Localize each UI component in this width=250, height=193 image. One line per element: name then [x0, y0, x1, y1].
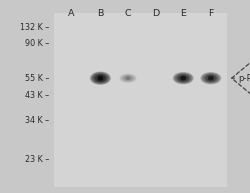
Ellipse shape: [90, 72, 110, 84]
Ellipse shape: [125, 76, 130, 80]
Ellipse shape: [201, 73, 219, 84]
Ellipse shape: [175, 74, 190, 83]
Ellipse shape: [90, 71, 111, 85]
Ellipse shape: [202, 73, 218, 83]
Ellipse shape: [93, 74, 107, 83]
Ellipse shape: [123, 75, 132, 81]
Ellipse shape: [97, 76, 103, 81]
Ellipse shape: [177, 74, 188, 82]
Ellipse shape: [172, 72, 193, 84]
Ellipse shape: [92, 73, 108, 84]
Ellipse shape: [173, 72, 192, 84]
FancyBboxPatch shape: [54, 13, 226, 187]
Ellipse shape: [200, 72, 220, 84]
Text: 23 K –: 23 K –: [24, 155, 49, 164]
Ellipse shape: [91, 72, 109, 84]
Ellipse shape: [207, 76, 213, 80]
Ellipse shape: [92, 73, 108, 83]
Ellipse shape: [92, 73, 108, 83]
Ellipse shape: [200, 72, 221, 85]
Text: 132 K –: 132 K –: [20, 24, 49, 32]
Text: A: A: [68, 9, 74, 18]
Text: B: B: [97, 9, 103, 18]
Ellipse shape: [174, 73, 191, 83]
Ellipse shape: [90, 72, 110, 85]
Ellipse shape: [202, 74, 218, 83]
Ellipse shape: [180, 76, 186, 80]
Text: D: D: [152, 9, 158, 18]
Ellipse shape: [175, 74, 190, 83]
Text: 90 K –: 90 K –: [24, 39, 49, 48]
Text: 55 K –: 55 K –: [24, 74, 49, 83]
Ellipse shape: [202, 73, 218, 83]
Ellipse shape: [173, 73, 192, 84]
Ellipse shape: [200, 73, 220, 84]
Text: C: C: [124, 9, 131, 18]
Text: p-PTEN: p-PTEN: [238, 74, 250, 83]
Ellipse shape: [94, 74, 106, 82]
Ellipse shape: [90, 72, 110, 84]
Ellipse shape: [174, 73, 192, 84]
Ellipse shape: [174, 73, 191, 83]
FancyArrowPatch shape: [231, 61, 250, 96]
Ellipse shape: [200, 72, 220, 84]
Ellipse shape: [172, 72, 193, 85]
Text: 43 K –: 43 K –: [25, 91, 49, 100]
Text: 34 K –: 34 K –: [25, 116, 49, 125]
Ellipse shape: [204, 74, 216, 82]
Text: E: E: [180, 9, 186, 18]
Text: F: F: [207, 9, 213, 18]
Ellipse shape: [93, 74, 108, 83]
